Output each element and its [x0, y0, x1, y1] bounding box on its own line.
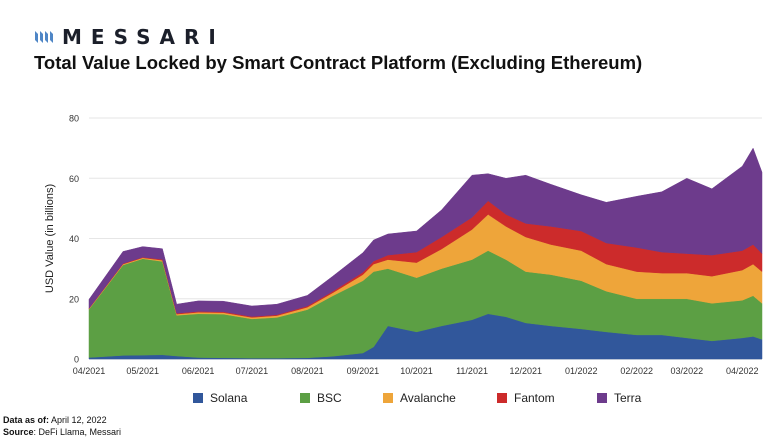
legend-label: Fantom — [514, 391, 555, 405]
x-tick-label: 12/2021 — [509, 366, 542, 376]
y-axis-label: USD Value (in billions) — [44, 184, 56, 293]
legend-item-terra: Terra — [597, 391, 641, 405]
x-tick-label: 06/2021 — [182, 366, 215, 376]
legend-label: Terra — [614, 391, 642, 405]
x-tick-label: 08/2021 — [291, 366, 324, 376]
legend-swatch — [300, 393, 310, 403]
x-tick-label: 04/2022 — [726, 366, 759, 376]
legend-label: Solana — [210, 391, 248, 405]
x-tick-label: 10/2021 — [400, 366, 433, 376]
source-note: Source: DeFi Llama, Messari — [3, 427, 122, 437]
x-tick-label: 09/2021 — [347, 366, 380, 376]
legend-swatch — [383, 393, 393, 403]
legend-item-fantom: Fantom — [497, 391, 555, 405]
x-tick-label: 07/2021 — [236, 366, 269, 376]
messari-logo-icon — [35, 31, 53, 43]
chart-legend: Solana BSC Avalanche Fantom Terra — [0, 391, 776, 409]
legend-label: Avalanche — [400, 391, 456, 405]
brand-header: MESSARI — [34, 25, 225, 49]
chart-title: Total Value Locked by Smart Contract Pla… — [34, 52, 643, 73]
data-as-of: Data as of: April 12, 2022 — [3, 415, 107, 425]
x-tick-label: 11/2021 — [456, 366, 488, 376]
y-tick-label: 80 — [69, 114, 79, 124]
legend-item-solana: Solana — [193, 391, 247, 405]
legend-label: BSC — [317, 391, 342, 405]
y-tick-label: 0 — [74, 355, 79, 365]
footer-note: Data as of: April 12, 2022 Source: DeFi … — [3, 414, 121, 438]
y-tick-label: 60 — [69, 174, 79, 184]
x-tick-label: 04/2021 — [73, 366, 106, 376]
brand-name: MESSARI — [62, 25, 225, 49]
legend-item-avalanche: Avalanche — [383, 391, 456, 405]
y-tick-label: 40 — [69, 234, 79, 244]
x-tick-label: 02/2022 — [620, 366, 653, 376]
x-tick-label: 05/2021 — [126, 366, 159, 376]
x-tick-label: 01/2022 — [565, 366, 598, 376]
y-tick-label: 20 — [69, 294, 79, 304]
legend-item-bsc: BSC — [300, 391, 342, 405]
legend-swatch — [193, 393, 203, 403]
legend-swatch — [497, 393, 507, 403]
area-terra — [88, 147, 763, 317]
legend-swatch — [597, 393, 607, 403]
x-tick-label: 03/2022 — [671, 366, 704, 376]
